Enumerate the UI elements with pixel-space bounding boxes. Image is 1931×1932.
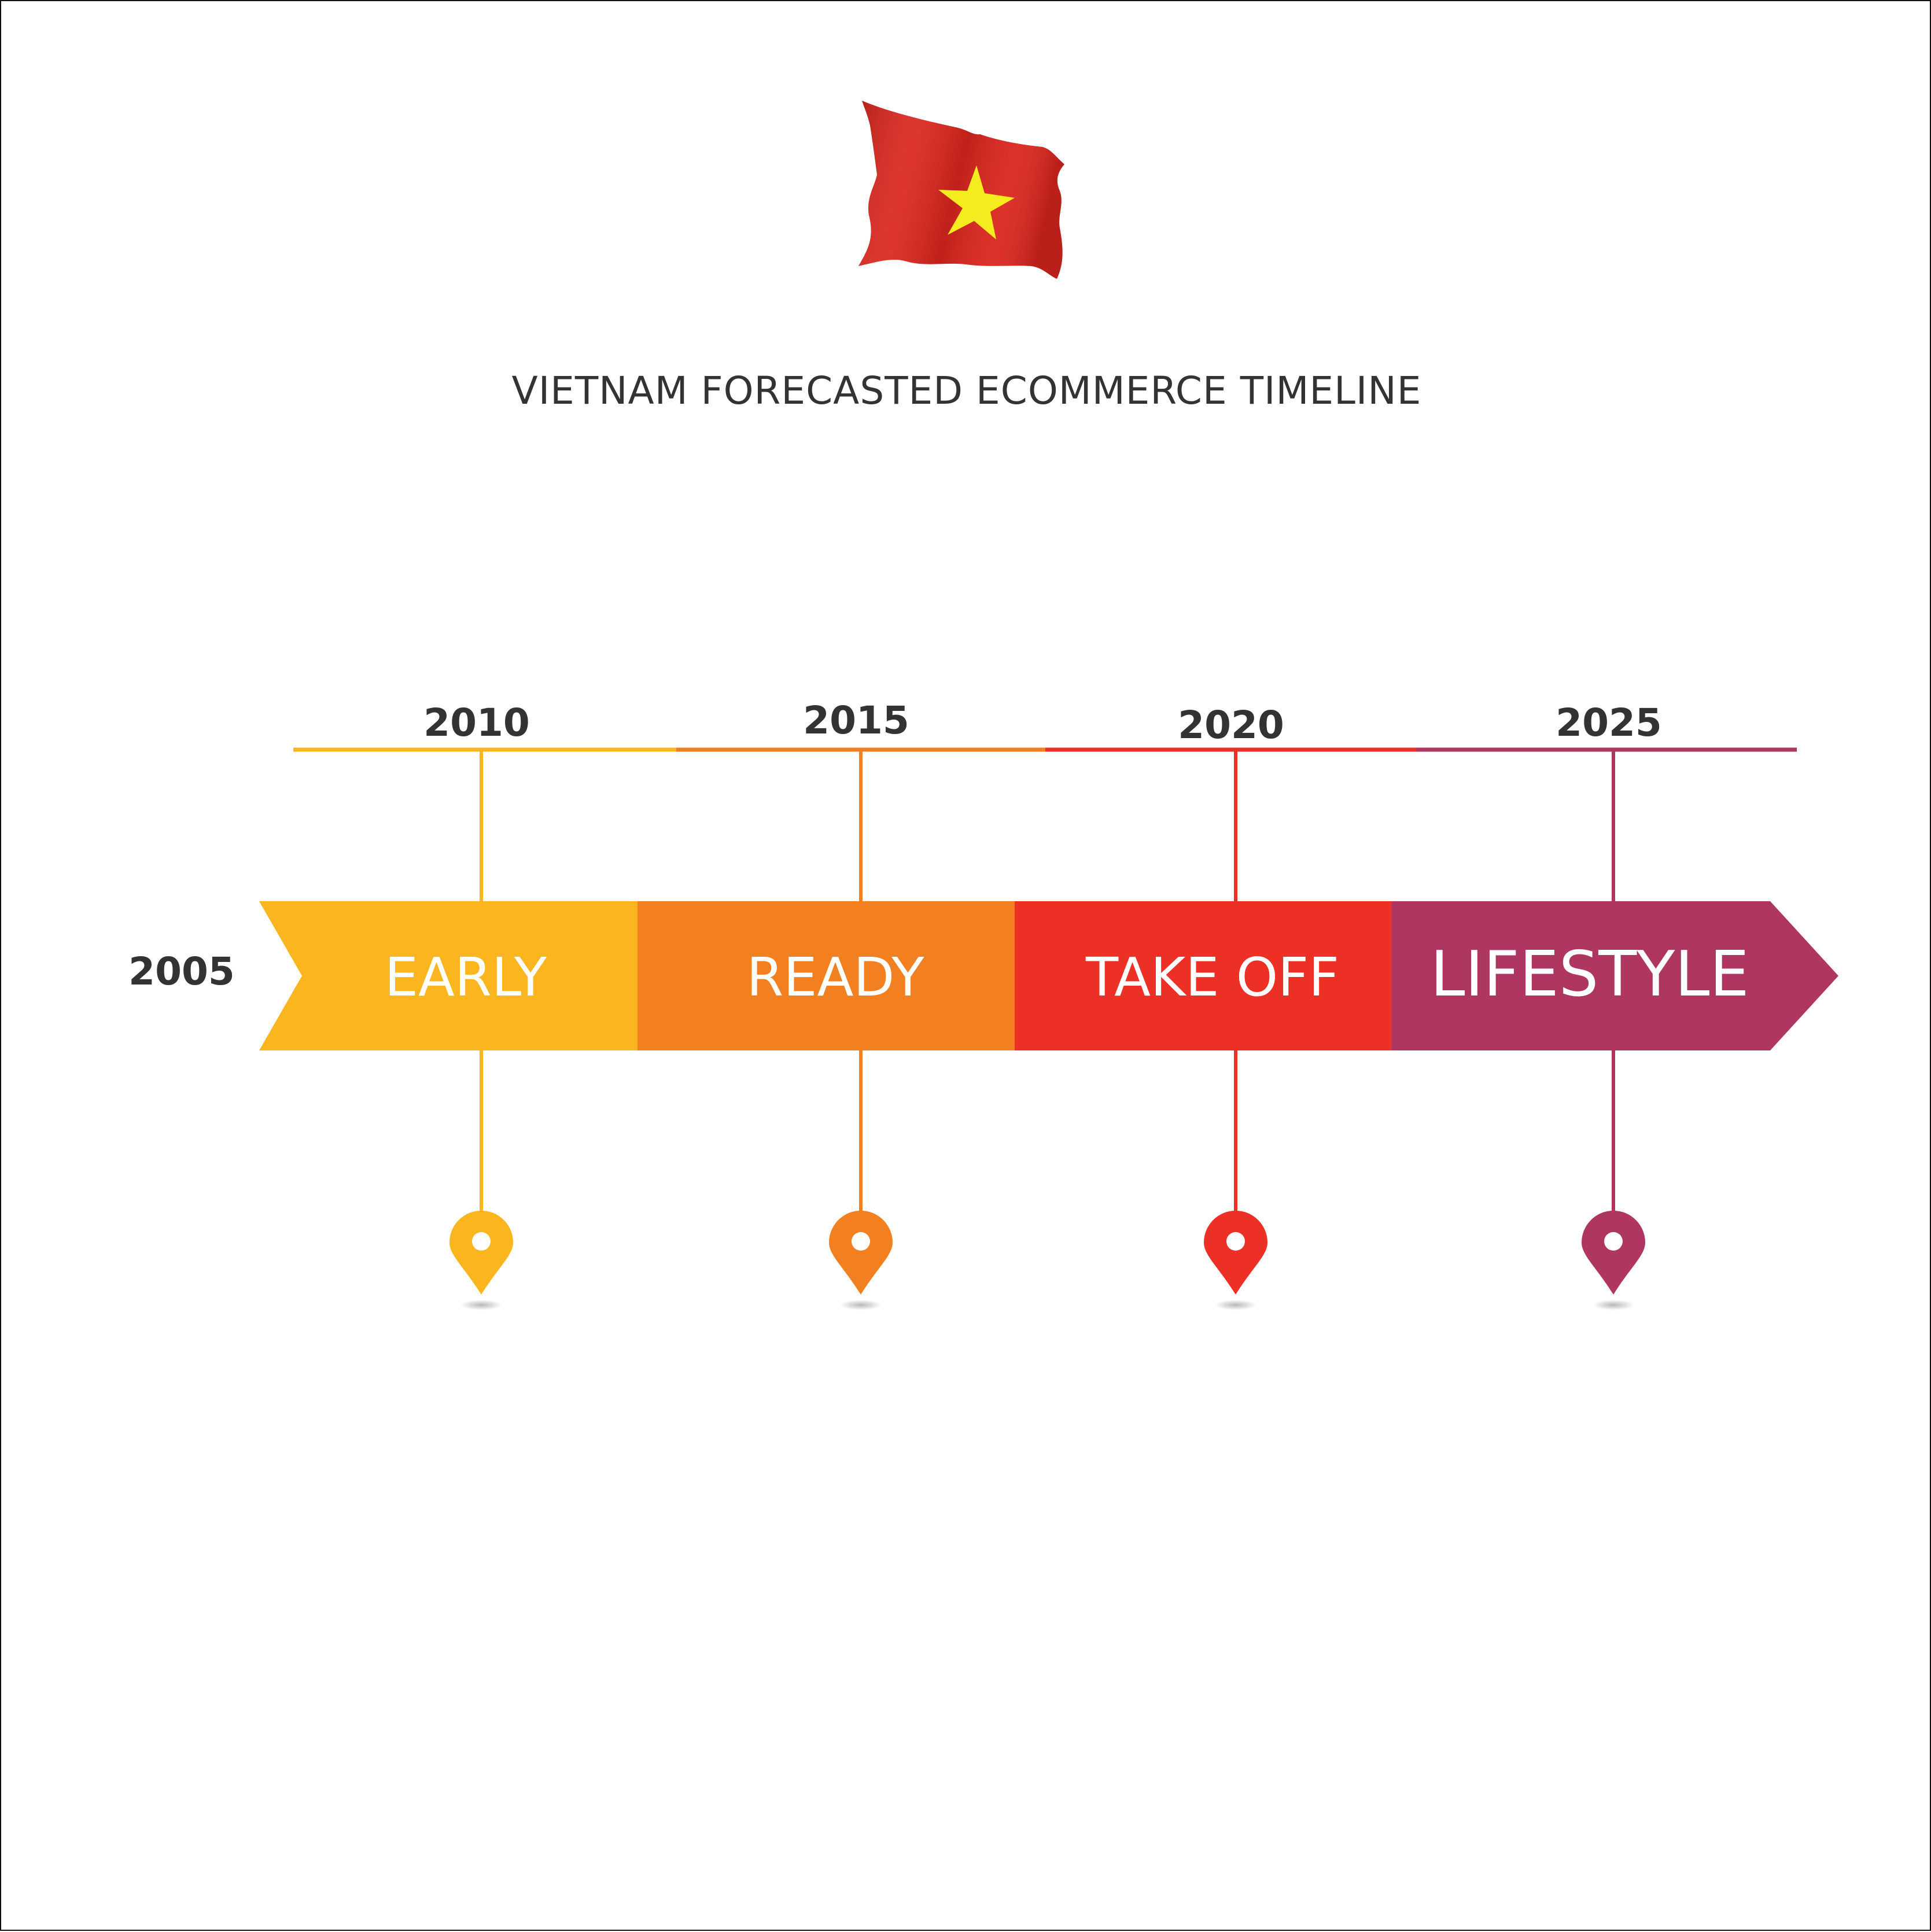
stage-label: TAKE OFF	[1085, 946, 1339, 1008]
stage-label: LIFESTYLE	[1430, 938, 1749, 1011]
stage-year-label: 2020	[1178, 703, 1284, 747]
location-pin-icon	[1582, 1211, 1645, 1295]
stage-arrow-3	[1015, 901, 1461, 1050]
pin-hole	[472, 1232, 491, 1251]
stage-label: READY	[747, 946, 925, 1008]
stage-arrow-4	[1392, 901, 1838, 1050]
stages-group: 2010 EARLY 2015 READY 2020 TAKE OFF 2025 LIFEST…	[259, 698, 1838, 1310]
location-pin-icon	[449, 1210, 513, 1295]
stage-arrow-1	[259, 901, 706, 1050]
pin-shadow	[1215, 1300, 1256, 1310]
location-pin-icon	[829, 1211, 893, 1295]
stage-year-label: 2015	[803, 698, 909, 743]
pin-shadow	[1593, 1300, 1634, 1310]
pin-hole	[1226, 1232, 1245, 1251]
pin-hole	[1604, 1232, 1623, 1251]
stage-year-label: 2025	[1556, 700, 1662, 745]
pin-shadow	[460, 1300, 502, 1310]
flag-star	[938, 165, 1015, 239]
stage-year-label: 2010	[423, 700, 530, 745]
vietnam-flag-icon	[858, 101, 1064, 279]
pin-shadow	[840, 1300, 882, 1310]
stage-arrow-2	[637, 901, 1084, 1050]
page-title: VIETNAM FORECASTED ECOMMERCE TIMELINE	[511, 368, 1422, 413]
pin-hole	[852, 1232, 870, 1251]
start-year-label: 2005	[128, 949, 235, 994]
location-pin-icon	[1204, 1211, 1267, 1295]
stage-label: EARLY	[385, 946, 547, 1008]
